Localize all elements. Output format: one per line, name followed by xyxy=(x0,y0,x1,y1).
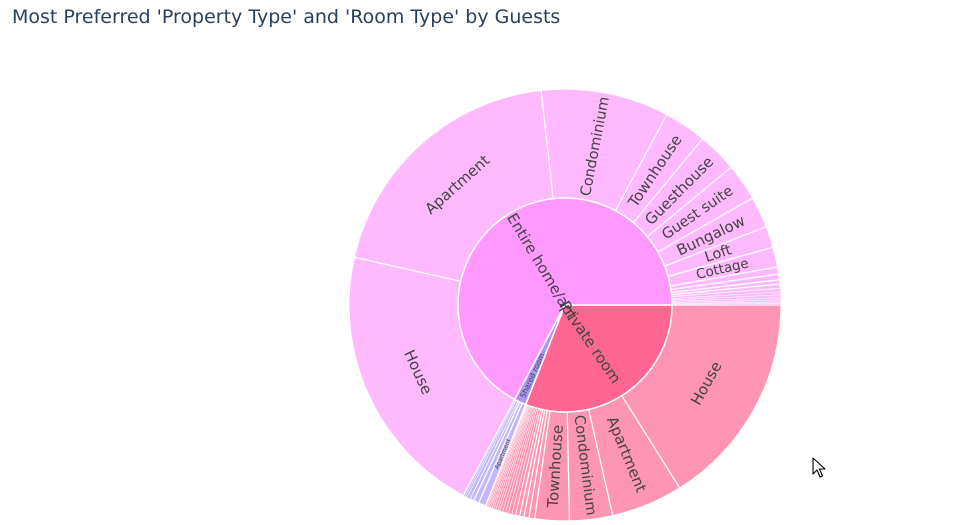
room-segment-private-room[interactable] xyxy=(524,304,673,413)
property-type-ring[interactable] xyxy=(348,88,782,522)
room-type-ring[interactable] xyxy=(457,197,673,413)
chart-title: Most Preferred 'Property Type' and 'Room… xyxy=(12,6,561,28)
property-segment-private-room-townhouse-label: Townhouse xyxy=(544,424,567,509)
room-segment-entire-home-apt[interactable] xyxy=(457,197,673,401)
mouse-pointer-icon xyxy=(812,457,826,478)
